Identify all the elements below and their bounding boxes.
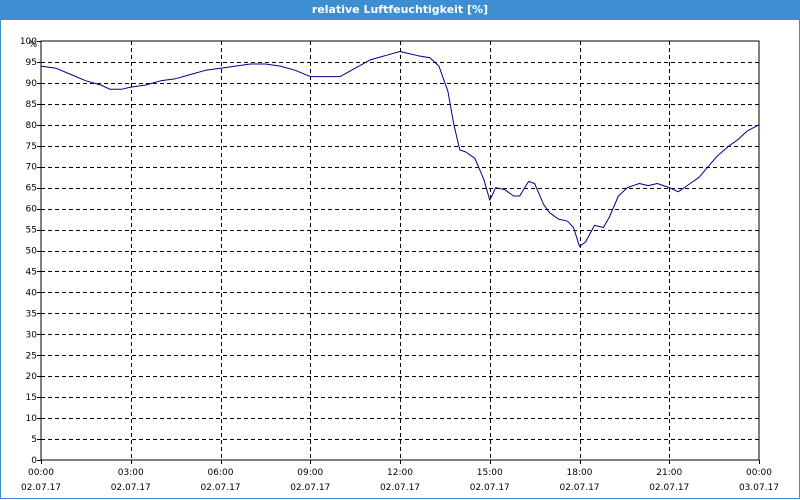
x-tick-time-label: 03:00 [118,468,144,478]
x-tick-date-label: 02.07.17 [111,483,151,493]
humidity-series-line [40,51,760,247]
grid-lines [40,40,760,461]
y-tick-label: 65 [26,184,37,194]
x-tick-date-label: 02.07.17 [200,483,240,493]
plot-area [40,51,760,247]
humidity-chart: 0 5 10 15 20 25 30 35 40 45 50 55 60 65 70 75 80 85 90 95 10… [20,37,779,493]
x-tick-time-label: 09:00 [297,468,323,478]
y-axis-label: % [28,40,37,50]
y-tick-label: 100 [20,37,37,47]
y-tick-label: 5 [31,435,37,445]
y-tick-label: 45 [26,267,37,277]
y-tick-label: 0 [31,456,37,466]
x-tick-time-label: 15:00 [477,468,503,478]
y-tick-label: 20 [26,372,38,382]
x-axis-ticks: 00:00 02.07.17 03:00 02.07.17 06:00 02.07.17 0… [21,460,779,493]
y-tick-label: 10 [26,414,38,424]
y-tick-label: 85 [26,100,37,110]
y-tick-label: 55 [26,226,37,236]
chart-frame: 0 5 10 15 20 25 30 35 40 45 50 55 60 65 70 75 80 85 90 95 10… [0,20,800,499]
y-tick-label: 75 [26,142,37,152]
x-tick-date-label: 02.07.17 [21,483,61,493]
x-tick-time-label: 18:00 [567,468,593,478]
x-tick-time-label: 00:00 [746,468,772,478]
x-tick-date-label: 02.07.17 [380,483,420,493]
y-tick-label: 25 [26,351,37,361]
y-tick-label: 95 [26,58,37,68]
x-tick-date-label: 02.07.17 [649,483,689,493]
y-tick-label: 15 [26,393,37,403]
y-tick-label: 50 [26,247,38,257]
x-tick-time-label: 21:00 [656,468,682,478]
x-tick-time-label: 06:00 [208,468,234,478]
y-axis-ticks: 0 5 10 15 20 25 30 35 40 45 50 55 60 65 70 75 80 85 90 95 10… [20,37,41,466]
y-tick-label: 90 [26,79,38,89]
y-tick-label: 60 [26,205,38,215]
y-tick-label: 70 [26,163,38,173]
y-tick-label: 30 [26,330,38,340]
x-tick-time-label: 00:00 [28,468,54,478]
x-tick-date-label: 02.07.17 [290,483,330,493]
x-tick-time-label: 12:00 [387,468,413,478]
y-tick-label: 35 [26,309,37,319]
x-tick-date-label: 03.07.17 [739,483,779,493]
y-tick-label: 80 [26,121,38,131]
x-tick-date-label: 02.07.17 [559,483,599,493]
y-tick-label: 40 [26,288,38,298]
x-tick-date-label: 02.07.17 [470,483,510,493]
chart-title: relative Luftfeuchtigkeit [%] [0,0,800,20]
